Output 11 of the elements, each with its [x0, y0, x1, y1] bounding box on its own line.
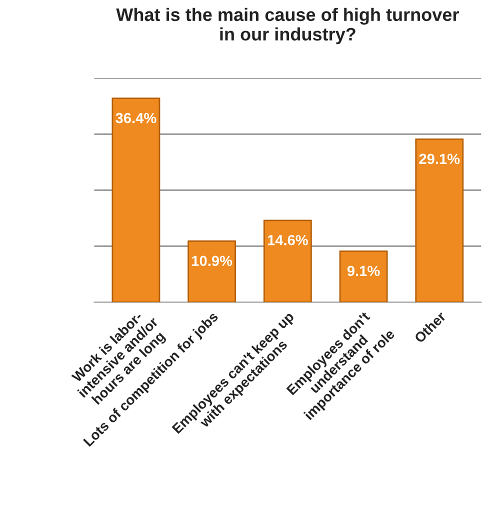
chart-title: What is the main cause of high turnover in our industry?	[116, 8, 459, 44]
data-label: 36.4%	[116, 112, 156, 124]
bar	[415, 138, 464, 302]
data-label: 9.1%	[347, 266, 380, 276]
data-label: 10.9%	[192, 256, 232, 266]
bar	[339, 250, 388, 302]
bar	[188, 240, 236, 302]
data-label: 14.6%	[268, 234, 308, 246]
data-label: 29.1%	[419, 154, 460, 164]
bar	[263, 220, 312, 302]
bar	[112, 98, 160, 302]
